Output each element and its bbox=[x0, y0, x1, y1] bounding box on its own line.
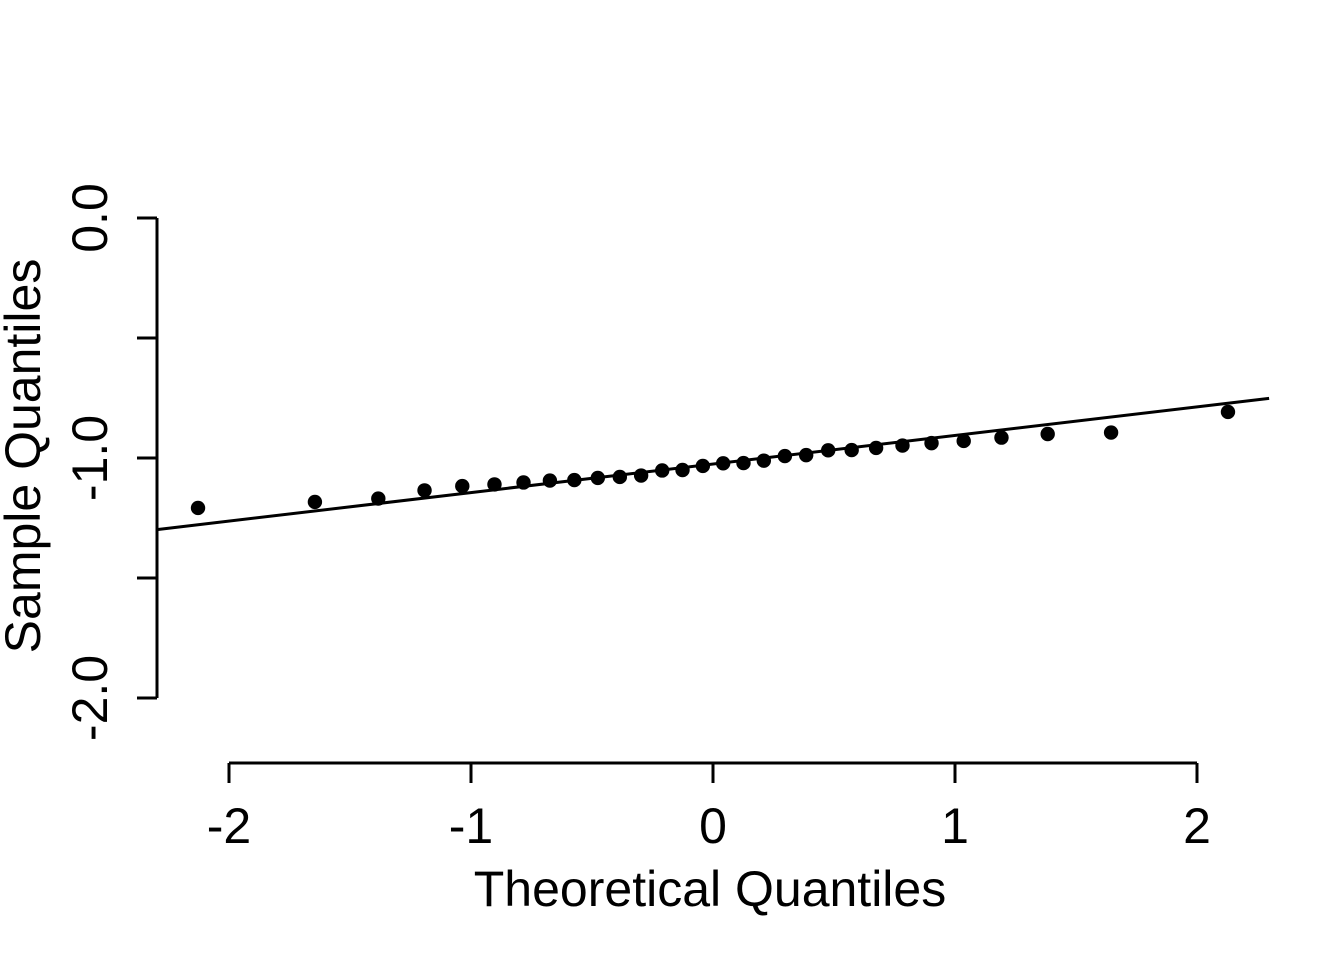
y-tick-label: -2.0 bbox=[62, 655, 118, 741]
data-point bbox=[895, 438, 910, 453]
data-point bbox=[695, 458, 711, 474]
data-point bbox=[736, 455, 751, 471]
data-point bbox=[590, 470, 606, 486]
data-point bbox=[675, 462, 690, 478]
data-point bbox=[371, 491, 386, 506]
x-axis: -2 -1 0 1 2 bbox=[207, 761, 1211, 854]
y-tick-label: 0.0 bbox=[62, 183, 118, 253]
data-point bbox=[542, 473, 558, 488]
data-point bbox=[715, 456, 731, 471]
data-point bbox=[612, 469, 628, 485]
data-point bbox=[868, 440, 884, 456]
data-point bbox=[455, 478, 470, 494]
x-tick-label: 0 bbox=[699, 798, 727, 854]
x-axis-label: Theoretical Quantiles bbox=[474, 861, 946, 917]
data-point bbox=[1220, 404, 1236, 420]
x-tick-label: 1 bbox=[941, 798, 969, 854]
data-point bbox=[417, 483, 432, 498]
data-point bbox=[633, 468, 649, 483]
data-point bbox=[516, 475, 531, 490]
data-point bbox=[190, 500, 206, 516]
data-point bbox=[798, 447, 814, 463]
x-tick-label: -2 bbox=[207, 798, 251, 854]
y-axis: 0.0 -1.0 -2.0 bbox=[62, 183, 159, 741]
data-point bbox=[924, 435, 939, 451]
data-point bbox=[307, 494, 323, 510]
data-point bbox=[756, 453, 772, 468]
y-tick-label: -1.0 bbox=[62, 415, 118, 501]
data-point bbox=[1103, 425, 1119, 440]
qq-reference-line-group bbox=[156, 396, 1270, 532]
data-points-group bbox=[190, 404, 1236, 516]
y-axis-label: Sample Quantiles bbox=[0, 259, 51, 654]
data-point bbox=[956, 433, 971, 449]
qq-reference-line bbox=[156, 396, 1270, 532]
data-point bbox=[777, 448, 793, 464]
data-point bbox=[820, 443, 836, 458]
x-tick-label: 2 bbox=[1183, 798, 1211, 854]
data-point bbox=[844, 442, 859, 458]
data-point bbox=[487, 477, 502, 492]
data-point bbox=[567, 472, 582, 488]
data-point bbox=[654, 463, 670, 478]
data-point bbox=[1040, 426, 1055, 442]
data-point bbox=[994, 430, 1009, 445]
x-tick-label: -1 bbox=[449, 798, 493, 854]
